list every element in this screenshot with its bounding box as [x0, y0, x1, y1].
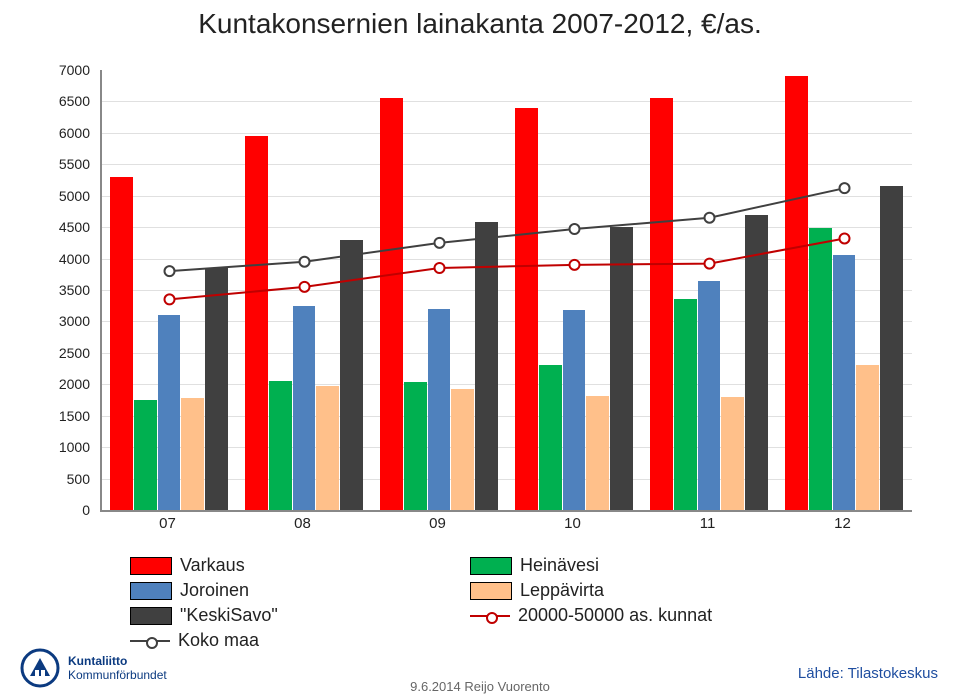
legend-swatch-joroinen — [130, 582, 172, 600]
bar-keskisavo — [880, 186, 903, 510]
x-axis: 07 08 09 10 11 12 — [100, 515, 910, 537]
legend-label-kunnat20_50: 20000-50000 as. kunnat — [518, 605, 712, 626]
legend-label-heinavesi: Heinävesi — [520, 555, 599, 576]
x-tick-label: 11 — [700, 515, 716, 532]
marker-kunnat20_50 — [435, 263, 445, 273]
bar-heinavesi — [134, 400, 157, 510]
y-axis: 0500100015002000250030003500400045005000… — [40, 70, 96, 510]
bar-varkaus — [515, 108, 538, 510]
bar-leppavirta — [856, 365, 879, 510]
x-tick-label: 08 — [294, 515, 311, 532]
legend: Varkaus Heinävesi Joroinen Leppävirta "Keski… — [130, 555, 830, 655]
bar-heinavesi — [269, 381, 292, 510]
legend-label-kokomaa: Koko maa — [178, 630, 259, 651]
bar-keskisavo — [475, 222, 498, 510]
y-tick-label: 2500 — [40, 345, 90, 361]
bar-keskisavo — [340, 240, 363, 510]
bar-joroinen — [428, 309, 451, 510]
bar-varkaus — [785, 76, 808, 510]
marker-kunnat20_50 — [840, 233, 850, 243]
marker-kokomaa — [570, 224, 580, 234]
legend-swatch-leppavirta — [470, 582, 512, 600]
legend-line-kunnat20_50 — [470, 615, 510, 617]
bar-heinavesi — [404, 382, 427, 510]
bar-leppavirta — [181, 398, 204, 510]
y-tick-label: 4000 — [40, 251, 90, 267]
y-tick-label: 5000 — [40, 188, 90, 204]
bar-joroinen — [293, 306, 316, 510]
bar-joroinen — [698, 281, 721, 510]
legend-swatch-varkaus — [130, 557, 172, 575]
legend-label-leppavirta: Leppävirta — [520, 580, 604, 601]
bar-keskisavo — [205, 268, 228, 510]
legend-line-kokomaa — [130, 640, 170, 642]
y-tick-label: 0 — [40, 502, 90, 518]
marker-kokomaa — [435, 238, 445, 248]
marker-kunnat20_50 — [570, 260, 580, 270]
marker-kokomaa — [165, 266, 175, 276]
marker-kokomaa — [705, 213, 715, 223]
bar-keskisavo — [745, 215, 768, 510]
y-tick-label: 7000 — [40, 62, 90, 78]
y-tick-label: 6000 — [40, 125, 90, 141]
x-tick-label: 07 — [159, 515, 176, 532]
bar-varkaus — [380, 98, 403, 510]
legend-swatch-keskisavo — [130, 607, 172, 625]
marker-kunnat20_50 — [705, 259, 715, 269]
bar-heinavesi — [674, 299, 697, 510]
legend-swatch-heinavesi — [470, 557, 512, 575]
bar-varkaus — [110, 177, 133, 510]
bar-leppavirta — [316, 386, 339, 510]
bar-joroinen — [833, 255, 856, 510]
y-tick-label: 5500 — [40, 156, 90, 172]
bar-keskisavo — [610, 227, 633, 510]
y-tick-label: 1500 — [40, 408, 90, 424]
y-tick-label: 3000 — [40, 313, 90, 329]
legend-label-varkaus: Varkaus — [180, 555, 245, 576]
bar-varkaus — [650, 98, 673, 510]
y-tick-label: 3500 — [40, 282, 90, 298]
chart: 0 500 1000 1500 2000 2500 3000 3500 4000 4500 5000… — [40, 60, 920, 540]
x-tick-label: 12 — [834, 515, 851, 532]
plot-area — [100, 70, 912, 512]
y-tick-label: 500 — [40, 471, 90, 487]
bar-heinavesi — [539, 365, 562, 510]
legend-label-keskisavo: "KeskiSavo" — [180, 605, 278, 626]
bar-varkaus — [245, 136, 268, 510]
marker-kokomaa — [840, 183, 850, 193]
y-tick-label: 2000 — [40, 376, 90, 392]
x-tick-label: 10 — [564, 515, 581, 532]
y-tick-label: 4500 — [40, 219, 90, 235]
bar-leppavirta — [586, 396, 609, 510]
bar-joroinen — [158, 315, 181, 510]
footer-right: Lähde: Tilastokeskus — [798, 665, 938, 682]
legend-label-joroinen: Joroinen — [180, 580, 249, 601]
bar-leppavirta — [721, 397, 744, 510]
x-tick-label: 09 — [429, 515, 446, 532]
y-tick-label: 1000 — [40, 439, 90, 455]
y-tick-label: 6500 — [40, 93, 90, 109]
marker-kunnat20_50 — [165, 294, 175, 304]
bar-heinavesi — [809, 228, 832, 510]
logo-text-line1: Kuntaliitto — [68, 654, 167, 668]
chart-title: Kuntakonsernien lainakanta 2007-2012, €/… — [0, 8, 960, 40]
bar-leppavirta — [451, 389, 474, 510]
bar-joroinen — [563, 310, 586, 510]
